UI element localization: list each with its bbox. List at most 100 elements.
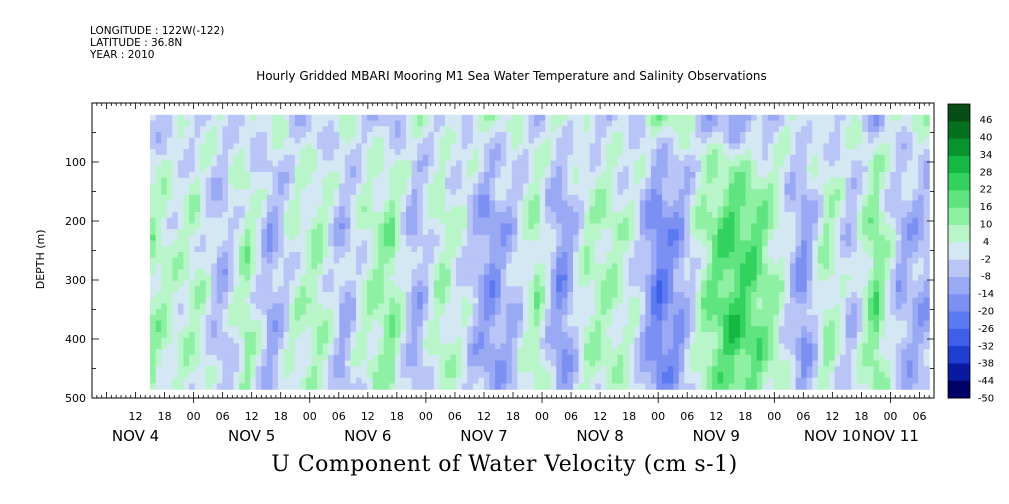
heatmap-cell [422,166,429,173]
heatmap-cell [456,320,463,327]
heatmap-cell [333,234,340,242]
heatmap-cell [667,280,674,287]
heatmap-cell [511,366,518,373]
heatmap-cell [461,360,468,367]
heatmap-cell [344,337,351,345]
heatmap-cell [656,383,663,390]
heatmap-cell [227,349,235,356]
heatmap-cell [205,206,212,213]
heatmap-cell [150,137,157,144]
heatmap-cell [355,372,363,379]
heatmap-cell [294,297,301,305]
heatmap-cell [166,349,173,356]
heatmap-cell [528,183,535,190]
heatmap-cell [406,280,413,287]
heatmap-cell [194,166,201,173]
heatmap-cell [177,229,185,236]
heatmap-cell [656,291,663,299]
heatmap-cell [701,314,708,322]
heatmap-cell [589,200,596,207]
heatmap-cell [517,166,524,173]
heatmap-cell [161,303,168,310]
heatmap-cell [723,171,730,179]
heatmap-cell [372,246,379,253]
heatmap-cell [294,286,301,293]
heatmap-cell [606,297,613,305]
heatmap-cell [573,326,580,333]
heatmap-cell [255,326,262,333]
heatmap-cell [600,177,607,184]
heatmap-cell [278,326,285,333]
heatmap-cell [394,269,402,276]
heatmap-cell [250,149,257,156]
heatmap-cell [294,331,301,339]
heatmap-cell [712,211,719,219]
heatmap-cell [361,360,368,367]
heatmap-cell [445,177,452,184]
heatmap-cell [194,366,201,373]
heatmap-cell [305,246,313,253]
heatmap-cell [556,354,563,362]
heatmap-cell [205,337,212,345]
heatmap-cell [305,366,313,373]
heatmap-cell [600,171,607,179]
heatmap-cell [211,234,218,242]
heatmap-cell [500,286,507,293]
heatmap-cell [239,377,246,385]
heatmap-cell [578,331,585,339]
heatmap-cell [567,229,574,236]
heatmap-cell [639,314,646,322]
heatmap-cell [506,360,513,367]
heatmap-cell [522,291,530,299]
heatmap-cell [606,137,613,144]
heatmap-cell [561,360,569,367]
heatmap-cell [600,309,607,316]
heatmap-cell [411,211,418,219]
heatmap-cell [378,337,385,345]
heatmap-cell [172,320,179,327]
heatmap-cell [283,269,290,276]
heatmap-cell [239,309,246,316]
heatmap-cell [678,166,685,173]
heatmap-cell [367,251,374,259]
heatmap-cell [239,114,246,122]
heatmap-cell [183,234,190,242]
heatmap-cell [706,331,713,339]
heatmap-cell [678,143,685,150]
heatmap-cell [439,280,446,287]
heatmap-cell [227,366,235,373]
heatmap-cell [701,211,708,219]
heatmap-cell [611,286,619,293]
heatmap-cell [639,280,646,287]
heatmap-cell [606,246,613,253]
heatmap-cell [311,137,318,144]
heatmap-cell [183,166,190,173]
heatmap-cell [194,320,201,327]
heatmap-cell [300,343,307,350]
heatmap-cell [289,149,296,156]
heatmap-cell [378,257,385,265]
heatmap-cell [611,160,619,167]
heatmap-cell [211,126,218,133]
heatmap-cell [695,366,702,373]
heatmap-cell [278,154,285,162]
heatmap-cell [278,194,285,202]
heatmap-cell [383,326,390,333]
heatmap-cell [216,211,224,219]
heatmap-cell [506,309,513,316]
heatmap-cell [595,194,602,202]
heatmap-cell [300,160,307,167]
heatmap-cell [528,251,535,259]
heatmap-cell [355,126,363,133]
heatmap-cell [650,326,658,333]
heatmap-cell [239,234,246,242]
heatmap-cell [723,240,730,247]
heatmap-cell [350,240,357,247]
heatmap-cell [650,286,658,293]
heatmap-cell [155,269,162,276]
heatmap-cell [205,166,212,173]
heatmap-cell [489,206,496,213]
heatmap-cell [389,269,396,276]
heatmap-cell [417,280,424,287]
heatmap-cell [361,200,368,207]
